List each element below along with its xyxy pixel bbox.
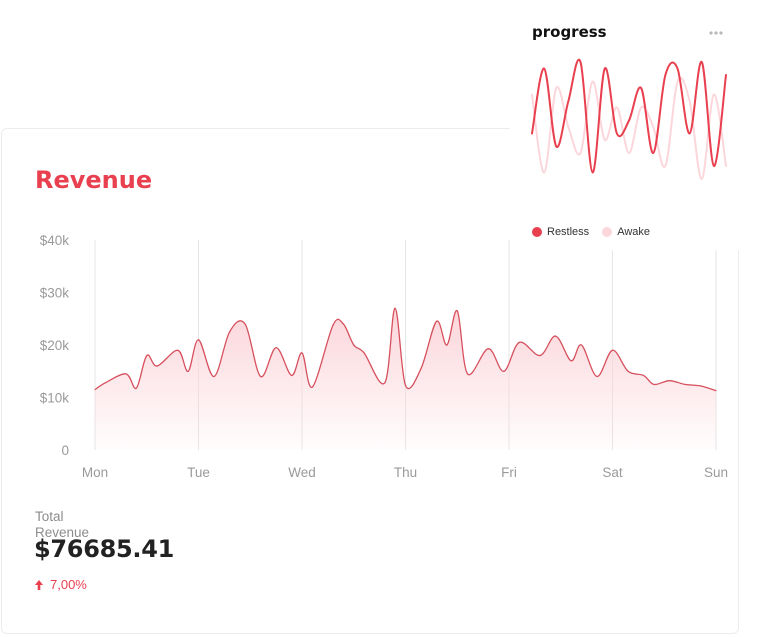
- data-point: [363, 352, 365, 354]
- data-point: [145, 354, 148, 357]
- more-horizontal-icon[interactable]: [708, 30, 724, 36]
- data-point: [156, 365, 158, 367]
- x-tick-label: Sun: [704, 465, 728, 480]
- data-point: [228, 331, 231, 333]
- data-point: [404, 384, 407, 387]
- data-point: [332, 324, 334, 326]
- data-point: [487, 347, 490, 350]
- data-point: [466, 373, 469, 375]
- progress-legend: Restless Awake: [532, 226, 663, 238]
- data-point: [580, 344, 583, 346]
- y-tick-label: 0: [61, 443, 69, 458]
- data-point: [384, 382, 386, 384]
- data-point: [290, 374, 293, 377]
- data-point: [352, 344, 355, 346]
- data-point: [342, 323, 345, 325]
- data-point: [653, 383, 655, 386]
- data-point: [435, 320, 438, 323]
- data-point: [715, 389, 717, 392]
- chart-title: Revenue: [35, 166, 153, 194]
- data-point: [456, 310, 459, 312]
- progress-panel: progress Restless Awake: [510, 0, 768, 250]
- data-point: [668, 379, 671, 382]
- data-point: [197, 338, 200, 341]
- legend-dot-restless: [532, 227, 542, 237]
- data-point: [503, 370, 505, 373]
- data-point: [275, 346, 277, 349]
- data-point: [301, 352, 303, 354]
- y-tick-label: $20k: [40, 338, 70, 353]
- data-point: [684, 383, 686, 386]
- up-arrow-icon: [35, 579, 43, 590]
- x-tick-label: Thu: [394, 465, 417, 480]
- data-point: [125, 373, 127, 375]
- x-tick-label: Fri: [501, 465, 517, 480]
- x-tick-label: Wed: [288, 465, 316, 480]
- y-tick-label: $10k: [40, 391, 70, 406]
- total-revenue-value: $76685.41: [34, 535, 175, 563]
- data-point: [187, 370, 189, 373]
- data-point: [446, 344, 448, 346]
- data-point: [394, 307, 396, 310]
- data-point: [596, 375, 598, 378]
- revenue-change: 7,00%: [35, 577, 87, 592]
- legend-dot-awake: [602, 227, 613, 237]
- total-revenue-label: Total Revenue: [35, 509, 90, 540]
- data-point: [611, 349, 614, 352]
- data-point: [518, 341, 521, 344]
- data-point: [135, 387, 138, 389]
- legend-label-awake: Awake: [617, 226, 651, 238]
- revenue-change-value: 7,00%: [50, 577, 87, 592]
- data-point: [177, 349, 179, 352]
- revenue-series-line: [94, 307, 717, 392]
- progress-line-chart: [531, 58, 727, 181]
- y-tick-label: $30k: [40, 286, 70, 301]
- revenue-area-fill: [95, 308, 716, 450]
- data-point: [104, 382, 107, 384]
- data-point: [642, 374, 645, 377]
- data-point: [311, 386, 314, 388]
- x-tick-label: Sat: [602, 465, 623, 480]
- data-point: [213, 375, 215, 378]
- data-point: [554, 335, 557, 337]
- data-point: [259, 375, 262, 378]
- data-point: [699, 385, 702, 387]
- data-point: [94, 388, 96, 391]
- data-point: [627, 370, 629, 373]
- x-tick-label: Tue: [187, 465, 210, 480]
- legend-item-awake[interactable]: Awake: [602, 226, 650, 238]
- data-point: [420, 367, 422, 370]
- progress-title: progress: [532, 23, 607, 41]
- legend-label-restless: Restless: [547, 226, 590, 238]
- y-tick-label: $40k: [40, 233, 70, 248]
- x-tick-label: Mon: [82, 465, 108, 480]
- data-point: [570, 359, 572, 362]
- legend-item-restless[interactable]: Restless: [532, 226, 589, 238]
- data-point: [244, 323, 246, 325]
- series-line-restless: [531, 58, 727, 174]
- data-point: [539, 354, 541, 357]
- revenue-area-chart: 0 $10k $20k $30k $40k Mon Tue Wed Thu Fri Sat Sun: [40, 233, 728, 480]
- series-line-awake: [531, 76, 727, 181]
